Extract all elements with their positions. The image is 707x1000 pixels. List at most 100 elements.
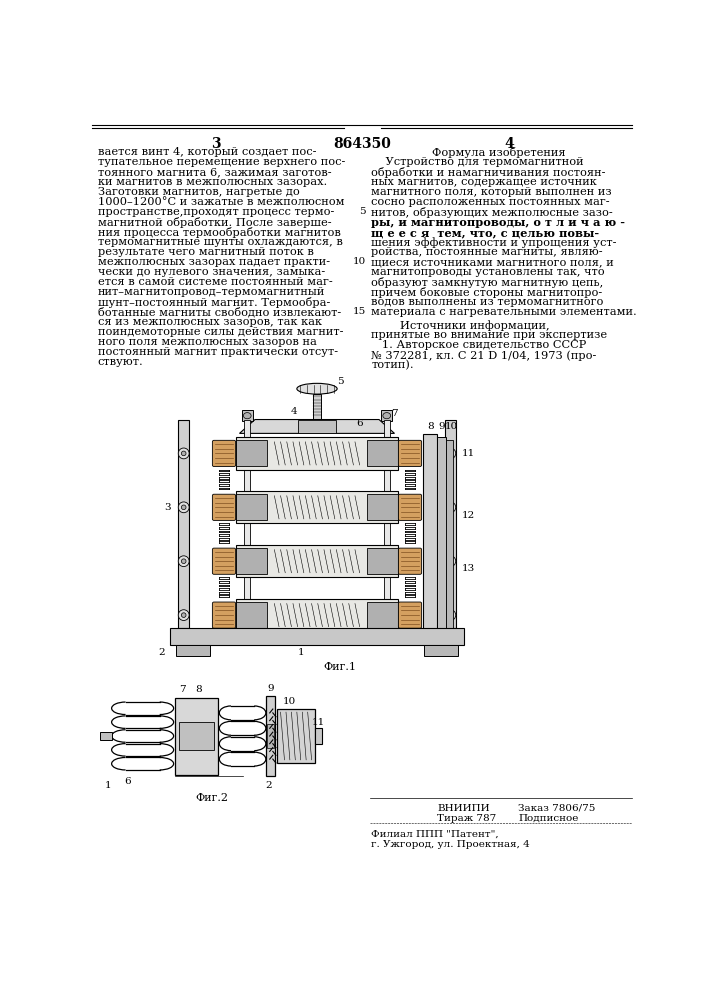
Text: Формула изобретения: Формула изобретения — [432, 147, 566, 158]
Text: сосно расположенных постоянных маг-: сосно расположенных постоянных маг- — [371, 197, 610, 207]
Text: ботанные магниты свободно извлекают-: ботанные магниты свободно извлекают- — [98, 307, 341, 318]
Bar — [298, 420, 337, 433]
Text: Тираж 787: Тираж 787 — [437, 814, 496, 823]
Bar — [176, 645, 210, 656]
FancyBboxPatch shape — [398, 494, 421, 520]
Text: магнитной обработки. После заверше-: магнитной обработки. После заверше- — [98, 217, 332, 228]
Bar — [423, 434, 437, 634]
Text: Заготовки магнитов, нагретые до: Заготовки магнитов, нагретые до — [98, 187, 300, 197]
Circle shape — [448, 505, 452, 510]
Bar — [437, 437, 446, 631]
Circle shape — [445, 556, 456, 567]
Bar — [368, 548, 398, 574]
Bar — [235, 548, 267, 574]
Text: 11: 11 — [312, 718, 325, 727]
Bar — [235, 437, 398, 470]
Text: ного поля межполюсных зазоров на: ного поля межполюсных зазоров на — [98, 337, 317, 347]
Text: 13: 13 — [462, 564, 474, 573]
Bar — [267, 724, 274, 748]
Text: Подписное: Подписное — [518, 814, 579, 823]
FancyBboxPatch shape — [398, 602, 421, 628]
Text: ется в самой системе постоянный маг-: ется в самой системе постоянный маг- — [98, 277, 332, 287]
Circle shape — [178, 448, 189, 459]
Text: принятые во внимание при экспертизе: принятые во внимание при экспертизе — [371, 330, 607, 340]
Text: 5: 5 — [337, 377, 344, 386]
Text: ния процесса термообработки магнитов: ния процесса термообработки магнитов — [98, 227, 341, 238]
Text: Заказ 7806/75: Заказ 7806/75 — [518, 804, 596, 813]
FancyBboxPatch shape — [212, 602, 235, 628]
Text: щиеся источниками магнитного поля, и: щиеся источниками магнитного поля, и — [371, 257, 614, 267]
Text: Филиал ППП "Патент",: Филиал ППП "Патент", — [371, 830, 499, 839]
Text: причем боковые стороны магнитопро-: причем боковые стороны магнитопро- — [371, 287, 602, 298]
Bar — [384, 420, 390, 628]
Text: № 372281, кл. С 21 D 1/04, 1973 (про-: № 372281, кл. С 21 D 1/04, 1973 (про- — [371, 350, 597, 361]
Text: обработки и намагничивания постоян-: обработки и намагничивания постоян- — [371, 167, 606, 178]
Text: 15: 15 — [353, 307, 366, 316]
Text: 6: 6 — [356, 419, 363, 428]
Text: ВНИИПИ: ВНИИПИ — [437, 804, 490, 813]
Text: Фиг.1: Фиг.1 — [324, 662, 357, 672]
Ellipse shape — [243, 413, 251, 419]
Text: чески до нулевого значения, замыка-: чески до нулевого значения, замыка- — [98, 267, 325, 277]
Bar — [235, 494, 267, 520]
Text: ры, и магнитопроводы, о т л и ч а ю -: ры, и магнитопроводы, о т л и ч а ю - — [371, 217, 625, 228]
Text: нит–магнитопровод–термомагнитный: нит–магнитопровод–термомагнитный — [98, 287, 325, 297]
Bar — [175, 698, 218, 774]
Text: 3: 3 — [164, 503, 170, 512]
Text: 4: 4 — [504, 137, 514, 151]
Bar — [170, 628, 464, 645]
Text: 7: 7 — [180, 685, 186, 694]
Text: 8: 8 — [195, 685, 201, 694]
Text: 12: 12 — [462, 511, 474, 520]
Text: 1: 1 — [298, 648, 305, 657]
Circle shape — [445, 502, 456, 513]
Text: 1: 1 — [105, 781, 111, 790]
Text: 4: 4 — [291, 407, 297, 416]
Text: межполюсных зазорах падает практи-: межполюсных зазорах падает практи- — [98, 257, 329, 267]
Bar — [235, 440, 267, 466]
Text: материала с нагревательными элементами.: материала с нагревательными элементами. — [371, 307, 637, 317]
Text: тоянного магнита 6, зажимая заготов-: тоянного магнита 6, зажимая заготов- — [98, 167, 332, 177]
Text: нитов, образующих межполюсные зазо-: нитов, образующих межполюсные зазо- — [371, 207, 613, 218]
Circle shape — [448, 451, 452, 456]
Bar — [277, 709, 315, 763]
Bar — [381, 410, 392, 421]
FancyBboxPatch shape — [212, 494, 235, 520]
Text: 10: 10 — [283, 697, 296, 706]
Text: 10: 10 — [445, 422, 457, 431]
Text: 6: 6 — [124, 777, 130, 786]
Text: 2: 2 — [266, 781, 272, 790]
Circle shape — [182, 505, 186, 510]
Circle shape — [182, 451, 186, 456]
Bar — [445, 420, 456, 628]
Text: пространстве,проходят процесс термо-: пространстве,проходят процесс термо- — [98, 207, 334, 217]
Text: вается винт 4, который создает пос-: вается винт 4, который создает пос- — [98, 147, 316, 157]
Bar — [244, 420, 250, 628]
Text: результате чего магнитный поток в: результате чего магнитный поток в — [98, 247, 313, 257]
Text: 2: 2 — [158, 648, 165, 657]
Text: ся из межполюсных зазоров, так как: ся из межполюсных зазоров, так как — [98, 317, 322, 327]
Text: 7: 7 — [391, 409, 398, 418]
Bar — [235, 602, 267, 628]
Text: Фиг.2: Фиг.2 — [195, 793, 228, 803]
Text: 1000–1200°С и зажатые в межполюсном: 1000–1200°С и зажатые в межполюсном — [98, 197, 344, 207]
Text: водов выполнены из термомагнитного: водов выполнены из термомагнитного — [371, 297, 604, 307]
Text: 3: 3 — [211, 137, 221, 151]
Text: 9: 9 — [267, 684, 274, 693]
Bar — [266, 696, 275, 776]
Text: Устройство для термомагнитной: Устройство для термомагнитной — [371, 157, 584, 167]
Bar — [235, 491, 398, 523]
Bar — [235, 545, 398, 577]
Bar — [368, 440, 398, 466]
Bar — [179, 722, 214, 750]
Text: постоянный магнит практически отсут-: постоянный магнит практически отсут- — [98, 347, 338, 357]
Text: тупательное перемещение верхнего пос-: тупательное перемещение верхнего пос- — [98, 157, 345, 167]
Bar — [446, 440, 452, 628]
FancyBboxPatch shape — [398, 548, 421, 574]
Text: ки магнитов в межполюсных зазорах.: ки магнитов в межполюсных зазорах. — [98, 177, 327, 187]
Text: термомагнитные шунты охлаждаются, в: термомагнитные шунты охлаждаются, в — [98, 237, 343, 247]
FancyBboxPatch shape — [398, 440, 421, 466]
Text: ных магнитов, содержащее источник: ных магнитов, содержащее источник — [371, 177, 597, 187]
Bar — [315, 728, 322, 744]
Circle shape — [178, 610, 189, 620]
